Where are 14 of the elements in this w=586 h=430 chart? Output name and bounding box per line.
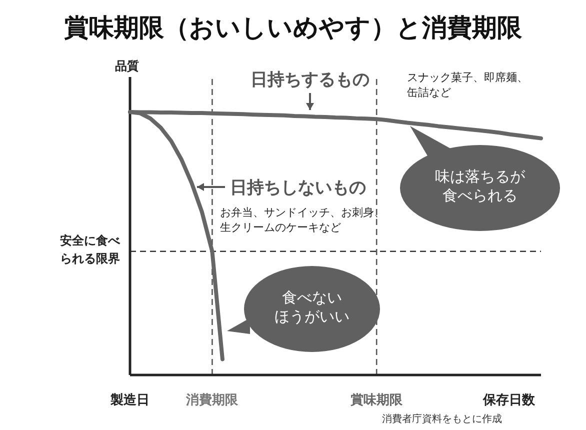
ref-line-label: 安全に食べられる限界 (60, 233, 121, 266)
annotation: お弁当、サンドイッチ、お刺身、生クリームのケーキなど (220, 206, 385, 234)
y-axis-title: 品質 (115, 59, 139, 73)
x-tick-label: 消費期限 (185, 393, 240, 408)
annotation: 日持ちしないもの (230, 178, 366, 198)
text: 日持ちするもの (250, 70, 370, 90)
x-tick-label: 製造日 (110, 393, 150, 408)
annotation: 味は落ちるが食べられる (435, 168, 526, 204)
text: スナック菓子、即席麺、缶詰など (407, 71, 528, 99)
x-axis-title: 保存日数 (482, 393, 536, 408)
text: 消費者庁資料をもとに作成 (382, 413, 502, 425)
x-tick-label: 賞味期限 (350, 393, 404, 408)
annotation: 食べないほうがいい (274, 288, 350, 326)
chart-title: 賞味期限（おいしいめやす）と消費期限 (64, 13, 523, 42)
